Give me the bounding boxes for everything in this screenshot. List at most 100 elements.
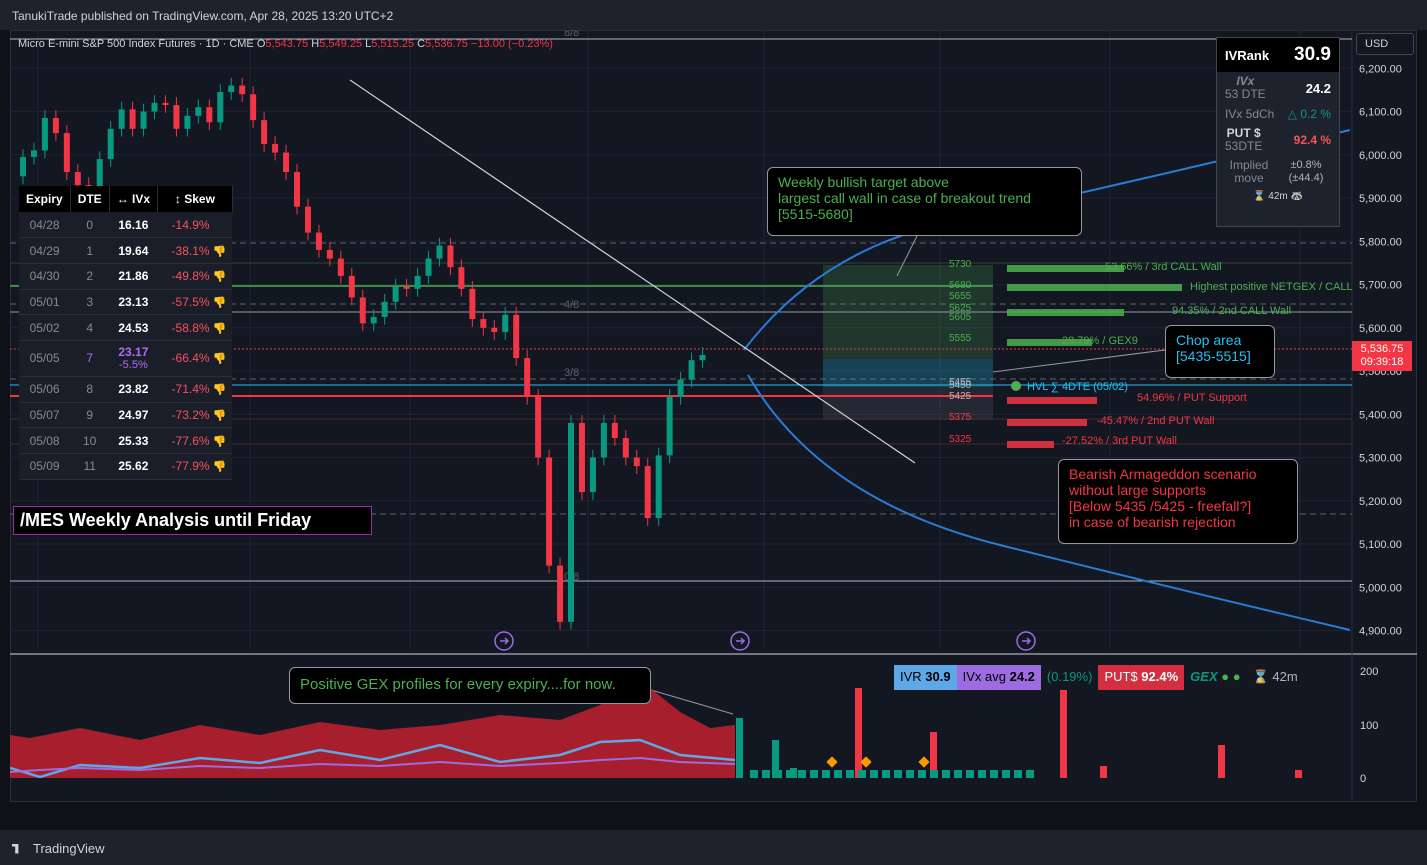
- expiry-row: 05/08 10 25.33 -77.6% 👎: [19, 427, 233, 454]
- price-tick: 5,000.00: [1359, 582, 1402, 594]
- gex-level-value: 5555: [949, 333, 972, 344]
- expiry-row: 04/30 2 21.86 -49.8% 👎: [19, 263, 233, 290]
- indicator-tick: 200: [1360, 666, 1378, 678]
- price-tick: 5,400.00: [1359, 409, 1402, 421]
- event-icon: [730, 631, 750, 651]
- thumbs-down-icon: 👎: [212, 409, 227, 422]
- expiry-dte: 4: [70, 314, 110, 341]
- expiry-row: 05/06 8 23.82 -71.4% 👎: [19, 376, 233, 403]
- price-tick: 4,900.00: [1359, 626, 1402, 638]
- gex-horizontal-bars: [1007, 265, 1182, 448]
- thumbs-down-icon: 👎: [212, 384, 227, 397]
- expiry-row: 05/05 7 23.17 -5.5% -66.4% 👎: [19, 340, 233, 377]
- expiry-ivx: 25.33: [109, 427, 158, 454]
- ivr-value: 30.9: [1294, 44, 1331, 65]
- candle: [261, 120, 268, 144]
- indicator-bar: [772, 740, 779, 778]
- price-tick: 5,600.00: [1359, 323, 1402, 335]
- last-price-badge: 5,536.75 09:39:18: [1352, 341, 1412, 371]
- ohlc-values: O5,543.75 H5,549.25 L5,515.25 C5,536.75 …: [256, 38, 553, 50]
- indicator-bar: [858, 770, 866, 778]
- indicator-bar: [942, 770, 950, 778]
- expiry-skew: -49.8% 👎: [157, 263, 233, 290]
- expiry-row: 05/07 9 24.97 -73.2% 👎: [19, 402, 233, 429]
- indicator-bar: [1295, 770, 1302, 778]
- candle: [250, 94, 257, 121]
- candle: [611, 422, 618, 439]
- put-chip: PUT$ 92.4%: [1098, 665, 1185, 690]
- candle: [272, 143, 279, 153]
- currency-selector[interactable]: USD: [1356, 33, 1414, 55]
- candle: [173, 105, 180, 129]
- arrow-icon: [1022, 637, 1032, 645]
- expiry-table: Expiry DTE ↔ IVx ↕ Skew 04/28 0 16.16 -14.9% 04…: [19, 186, 233, 480]
- chart-canvas[interactable]: 8/84/83/80/8 573056805655562556055555545…: [10, 30, 1417, 802]
- candle: [403, 286, 410, 289]
- gex-level-value: 5375: [949, 412, 972, 423]
- candle: [337, 258, 344, 276]
- gex-level-desc: 28.79% / GEX9: [1062, 335, 1138, 347]
- gex-bar: [1007, 419, 1087, 426]
- ivx-chip: IVx avg 24.2: [956, 665, 1041, 690]
- candle: [315, 232, 322, 250]
- indicator-bar: [1060, 690, 1067, 778]
- bullish-callout: Weekly bullish target above largest call …: [767, 167, 1082, 236]
- candle: [600, 422, 607, 458]
- expiry-skew: -57.5% 👎: [157, 289, 233, 316]
- gex-level-value: 5605: [949, 312, 972, 323]
- candle: [107, 128, 114, 160]
- gex-level-value: 5625: [949, 303, 972, 314]
- indicator-bar: [822, 770, 830, 778]
- gex-chip: GEX ● ●: [1184, 665, 1247, 690]
- candle: [151, 102, 158, 112]
- expiry-col-header: Expiry: [19, 186, 71, 212]
- indicator-tick: 100: [1360, 720, 1378, 732]
- indicator-status-bar: IVR 30.9 IVx avg 24.2 (0.19%) PUT$ 92.4%…: [894, 665, 1304, 690]
- indicator-bar: [1100, 766, 1107, 778]
- candle: [436, 245, 443, 259]
- gex-level-value: 5680: [949, 280, 972, 291]
- callout-pointer: [992, 349, 1166, 373]
- expiry-date: 05/01: [19, 289, 71, 316]
- thumbs-down-icon: 👎: [212, 461, 227, 474]
- expiry-dte: 7: [70, 340, 110, 377]
- candle: [381, 301, 388, 317]
- expiry-dte: 3: [70, 289, 110, 316]
- chop-callout: Chop area [5435-5515]: [1165, 325, 1275, 378]
- candle: [228, 85, 235, 93]
- indicator-bar: [978, 770, 986, 778]
- candle: [677, 379, 684, 397]
- expiry-row: 04/28 0 16.16 -14.9%: [19, 212, 233, 239]
- candle: [52, 117, 59, 134]
- symbol-info-line[interactable]: Micro E-mini S&P 500 Index Futures · 1D …: [18, 38, 553, 50]
- event-icon: [494, 631, 514, 651]
- fib-label: 4/8: [564, 299, 579, 311]
- expiry-dte: 9: [70, 402, 110, 429]
- candle: [63, 133, 70, 173]
- candle: [304, 206, 311, 233]
- candle: [480, 319, 487, 328]
- expiry-date: 04/28: [19, 212, 71, 239]
- fib-label: 8/8: [564, 30, 579, 39]
- candle: [206, 107, 213, 123]
- gex-bar: [1007, 397, 1097, 404]
- thumbs-down-icon: 👎: [212, 296, 227, 309]
- candle: [294, 172, 300, 207]
- axes: 6,200.00 6,100.00 6,000.00 5,900.00 5,800.00…: [1359, 63, 1402, 785]
- expiry-dte: 1: [70, 237, 110, 264]
- expiry-row: 04/29 1 19.64 -38.1% 👎: [19, 237, 233, 264]
- expiry-dte: 11: [70, 453, 110, 480]
- gex-area: [10, 680, 735, 778]
- footer-bar: [0, 830, 1427, 865]
- expiry-skew: -38.1% 👎: [157, 237, 233, 264]
- event-icons: [494, 631, 1036, 651]
- price-tick: 5,300.00: [1359, 453, 1402, 465]
- indicator-bar: [930, 732, 937, 778]
- indicator-bar: [1002, 770, 1010, 778]
- downtrend-line: [349, 79, 916, 464]
- candle: [458, 267, 465, 289]
- time-chip: ⌛ 42m: [1246, 665, 1304, 690]
- indicator-bar: [918, 770, 926, 778]
- candle: [502, 314, 509, 333]
- tradingview-logo[interactable]: TradingView: [12, 841, 105, 856]
